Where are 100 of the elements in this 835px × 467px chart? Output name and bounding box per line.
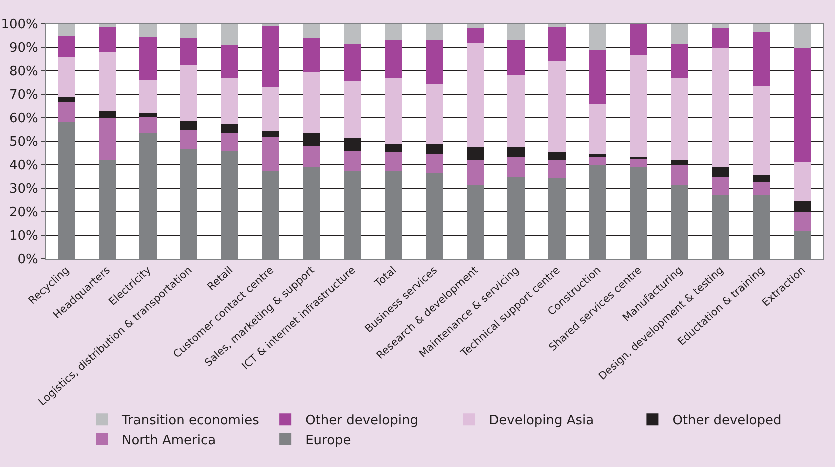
bar bbox=[98, 24, 116, 28]
bar bbox=[98, 52, 116, 111]
bar bbox=[671, 44, 688, 78]
legend-label: Europe bbox=[306, 434, 352, 449]
bar bbox=[303, 72, 320, 134]
bar bbox=[671, 165, 688, 185]
bar bbox=[466, 160, 484, 185]
bar bbox=[58, 36, 76, 57]
legend-label: North America bbox=[122, 434, 216, 449]
bar bbox=[385, 152, 402, 171]
bar bbox=[753, 176, 770, 183]
bar bbox=[712, 28, 730, 49]
bar bbox=[303, 24, 320, 38]
y-tick-label: 70% bbox=[9, 88, 38, 104]
bar bbox=[262, 26, 280, 88]
y-tick-label: 10% bbox=[9, 229, 38, 244]
bar bbox=[140, 24, 157, 37]
bar bbox=[794, 48, 812, 163]
bar bbox=[140, 113, 157, 117]
bar bbox=[508, 76, 525, 148]
legend-label: Developing Asia bbox=[489, 414, 594, 429]
bar bbox=[589, 50, 607, 104]
bar bbox=[98, 118, 116, 160]
bar bbox=[794, 24, 812, 49]
bar bbox=[630, 56, 648, 157]
bar bbox=[589, 24, 607, 50]
bar bbox=[180, 65, 198, 122]
bar bbox=[262, 87, 280, 131]
bar bbox=[426, 84, 444, 144]
legend-label: Transition economies bbox=[121, 414, 260, 429]
bar bbox=[385, 78, 402, 144]
bar bbox=[548, 160, 566, 178]
bar bbox=[221, 24, 239, 46]
bar bbox=[508, 147, 525, 157]
bar bbox=[180, 24, 198, 38]
bar bbox=[385, 144, 402, 152]
bar bbox=[794, 162, 812, 202]
bar bbox=[589, 154, 607, 157]
bar bbox=[140, 80, 157, 114]
bar bbox=[712, 24, 730, 29]
bar bbox=[426, 24, 444, 40]
bar bbox=[58, 56, 76, 97]
bar bbox=[426, 144, 444, 154]
bar bbox=[385, 40, 402, 78]
bar bbox=[58, 102, 76, 123]
bar bbox=[630, 24, 648, 56]
bar bbox=[466, 24, 484, 29]
bar bbox=[262, 130, 280, 137]
bar bbox=[344, 82, 362, 138]
bar bbox=[221, 78, 239, 124]
bar bbox=[589, 156, 607, 165]
bar bbox=[753, 24, 770, 32]
bar bbox=[548, 28, 566, 62]
bar bbox=[630, 159, 648, 168]
bar bbox=[180, 122, 198, 130]
bar bbox=[712, 48, 730, 168]
bar bbox=[671, 24, 688, 44]
bar bbox=[344, 150, 362, 171]
y-tick-label: 20% bbox=[9, 206, 38, 221]
bar bbox=[426, 40, 444, 84]
bar bbox=[753, 32, 770, 86]
y-tick-label: 30% bbox=[9, 182, 38, 198]
bar bbox=[385, 24, 402, 40]
bar bbox=[221, 124, 239, 134]
bar bbox=[344, 44, 362, 82]
bar bbox=[794, 212, 812, 231]
bar bbox=[712, 176, 730, 196]
bar bbox=[466, 28, 484, 43]
bar bbox=[58, 24, 76, 36]
bar bbox=[221, 133, 239, 151]
bar bbox=[508, 40, 525, 76]
bar bbox=[58, 96, 76, 103]
y-tick-label: 80% bbox=[9, 64, 38, 80]
bar bbox=[753, 182, 770, 196]
bar bbox=[344, 24, 362, 44]
y-tick-label: 40% bbox=[9, 158, 38, 174]
bar bbox=[753, 86, 770, 176]
bar bbox=[180, 38, 198, 66]
bar bbox=[508, 24, 525, 40]
bar bbox=[548, 62, 566, 152]
bar bbox=[426, 154, 444, 174]
bar bbox=[548, 152, 566, 160]
bar bbox=[303, 38, 320, 72]
bar bbox=[466, 42, 484, 148]
y-tick-label: 60% bbox=[9, 112, 38, 127]
bar bbox=[140, 36, 157, 80]
y-tick-label: 0% bbox=[18, 252, 38, 268]
bar bbox=[508, 156, 525, 177]
y-tick-label: 50% bbox=[9, 135, 38, 150]
bar bbox=[548, 24, 566, 28]
bar bbox=[466, 147, 484, 160]
legend-label: Other developed bbox=[672, 414, 782, 429]
bar bbox=[98, 28, 116, 52]
y-tick-label: 90% bbox=[9, 41, 38, 56]
legend-label: Other developing bbox=[306, 414, 418, 429]
y-tick-label: 100% bbox=[1, 18, 38, 33]
bar bbox=[303, 146, 320, 168]
bar bbox=[589, 104, 607, 154]
bar bbox=[140, 116, 157, 134]
bar bbox=[712, 167, 730, 177]
